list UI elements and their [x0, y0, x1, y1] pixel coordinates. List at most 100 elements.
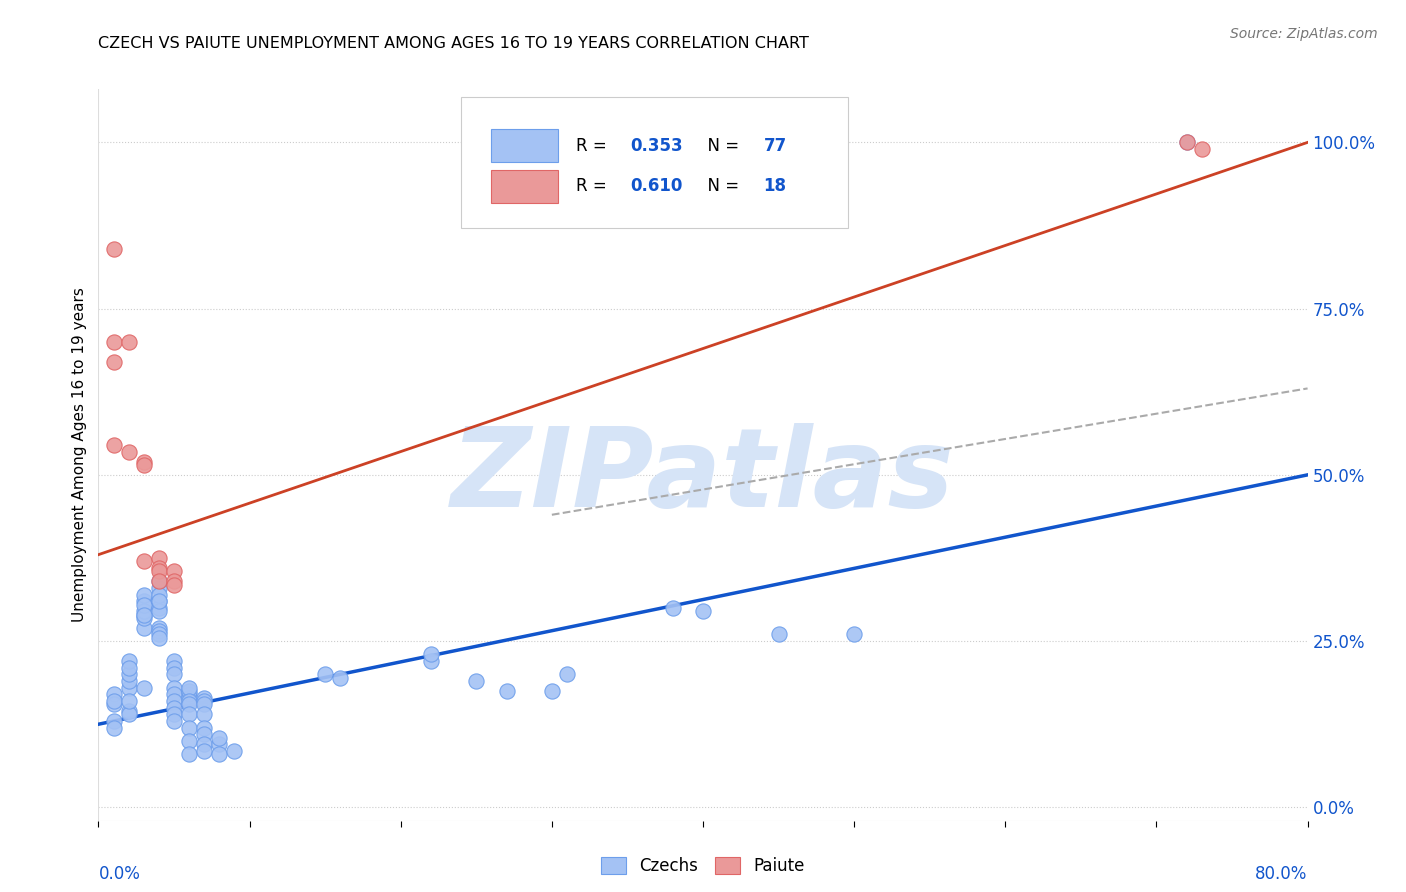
Point [329, 671, 352, 685]
Point [148, 564, 170, 578]
Y-axis label: Unemployment Among Ages 16 to 19 years: Unemployment Among Ages 16 to 19 years [72, 287, 87, 623]
Point [132, 454, 155, 468]
Point [163, 714, 186, 728]
Point [193, 694, 215, 708]
Text: 0.610: 0.610 [630, 177, 683, 194]
Text: ZIPatlas: ZIPatlas [451, 424, 955, 531]
Point [148, 604, 170, 618]
Point [555, 667, 578, 681]
Point [132, 604, 155, 618]
Legend: Czechs, Paiute: Czechs, Paiute [595, 850, 811, 882]
Point [118, 654, 141, 668]
Point [148, 561, 170, 575]
Point [132, 607, 155, 622]
Point [163, 707, 186, 722]
Point [420, 648, 443, 662]
Point [148, 551, 170, 566]
Point [163, 564, 186, 578]
Point [179, 698, 201, 712]
Text: R =: R = [576, 136, 612, 154]
Point [1191, 142, 1213, 156]
Point [132, 607, 155, 622]
Point [208, 737, 231, 751]
Text: 80.0%: 80.0% [1256, 864, 1308, 882]
Point [118, 667, 141, 681]
Point [495, 684, 517, 698]
Text: Source: ZipAtlas.com: Source: ZipAtlas.com [1230, 27, 1378, 41]
Point [163, 577, 186, 591]
Point [179, 707, 201, 722]
Point [103, 721, 125, 735]
Point [193, 690, 215, 705]
Point [132, 554, 155, 568]
Point [1175, 136, 1198, 150]
Point [148, 627, 170, 641]
Point [132, 588, 155, 602]
Point [103, 687, 125, 701]
Point [179, 721, 201, 735]
FancyBboxPatch shape [492, 169, 558, 202]
Point [224, 744, 246, 758]
Text: CZECH VS PAIUTE UNEMPLOYMENT AMONG AGES 16 TO 19 YEARS CORRELATION CHART: CZECH VS PAIUTE UNEMPLOYMENT AMONG AGES … [98, 36, 810, 51]
Point [148, 631, 170, 645]
Point [193, 727, 215, 741]
Point [148, 624, 170, 639]
Point [148, 581, 170, 595]
Point [179, 690, 201, 705]
Point [148, 594, 170, 608]
Point [844, 627, 866, 641]
Point [103, 714, 125, 728]
Point [103, 438, 125, 452]
Point [193, 737, 215, 751]
Point [118, 681, 141, 695]
Text: 0.0%: 0.0% [98, 864, 141, 882]
Text: 77: 77 [763, 136, 787, 154]
Point [163, 681, 186, 695]
Point [420, 654, 443, 668]
Point [148, 574, 170, 589]
Point [132, 611, 155, 625]
Point [132, 621, 155, 635]
Point [118, 707, 141, 722]
Point [132, 458, 155, 472]
Point [118, 334, 141, 349]
Point [148, 594, 170, 608]
Point [163, 687, 186, 701]
Point [193, 698, 215, 712]
FancyBboxPatch shape [461, 96, 848, 228]
Point [103, 694, 125, 708]
Point [118, 704, 141, 718]
Point [768, 627, 790, 641]
Point [132, 594, 155, 608]
Point [314, 667, 336, 681]
Point [118, 661, 141, 675]
Text: 18: 18 [763, 177, 786, 194]
Point [163, 667, 186, 681]
Point [148, 600, 170, 615]
FancyBboxPatch shape [492, 129, 558, 162]
Point [148, 588, 170, 602]
Text: N =: N = [697, 136, 744, 154]
Point [103, 334, 125, 349]
Point [148, 574, 170, 589]
Point [163, 654, 186, 668]
Point [179, 684, 201, 698]
Point [118, 444, 141, 458]
Point [118, 694, 141, 708]
Point [163, 700, 186, 714]
Point [179, 681, 201, 695]
Point [193, 744, 215, 758]
Point [118, 673, 141, 688]
Point [103, 242, 125, 256]
Point [132, 681, 155, 695]
Point [179, 747, 201, 761]
Point [179, 734, 201, 748]
Point [179, 694, 201, 708]
Point [163, 694, 186, 708]
Point [208, 731, 231, 745]
Text: N =: N = [697, 177, 744, 194]
Point [540, 684, 562, 698]
Text: R =: R = [576, 177, 612, 194]
Point [103, 355, 125, 369]
Point [1175, 136, 1198, 150]
